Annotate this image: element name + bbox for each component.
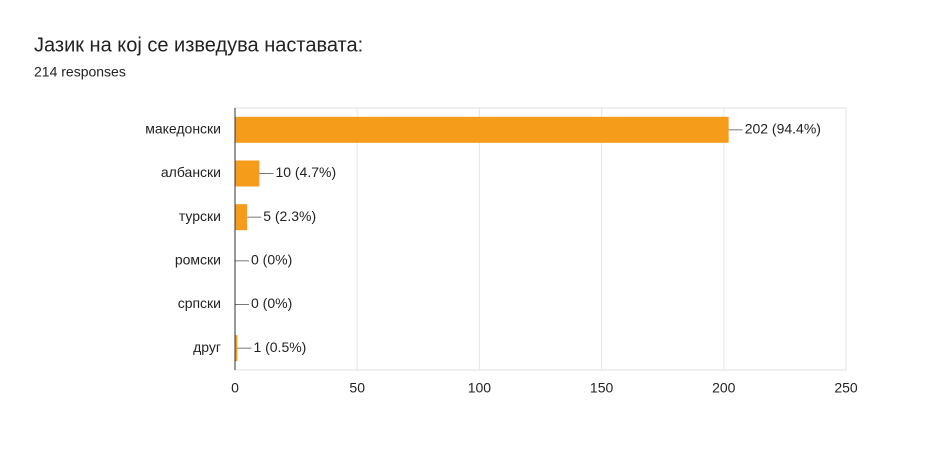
value-label: 0 (0%): [251, 295, 292, 311]
bar: [235, 116, 729, 143]
bar: [235, 204, 248, 231]
x-tick-label: 0: [231, 380, 239, 396]
x-tick-label: 100: [468, 380, 492, 396]
bar: [235, 160, 260, 187]
x-tick-label: 50: [349, 380, 365, 396]
y-tick-label: друг: [193, 339, 221, 355]
value-label: 5 (2.3%): [263, 208, 316, 224]
value-label: 0 (0%): [251, 252, 292, 268]
value-label: 202 (94.4%): [745, 121, 821, 137]
y-tick-label: албански: [161, 164, 221, 180]
bar: [235, 335, 238, 362]
value-label: 10 (4.7%): [275, 164, 336, 180]
y-tick-label: турски: [179, 208, 221, 224]
chart-subtitle: 214 responses: [34, 64, 126, 80]
x-tick-label: 200: [712, 380, 736, 396]
x-tick-label: 250: [834, 380, 858, 396]
chart-title: Јазик на кој се изведува наставата:: [34, 34, 363, 56]
y-tick-label: српски: [178, 295, 221, 311]
y-tick-label: ромски: [175, 252, 221, 268]
y-tick-label: македонски: [145, 121, 221, 137]
value-label: 1 (0.5%): [253, 339, 306, 355]
x-tick-label: 150: [590, 380, 614, 396]
